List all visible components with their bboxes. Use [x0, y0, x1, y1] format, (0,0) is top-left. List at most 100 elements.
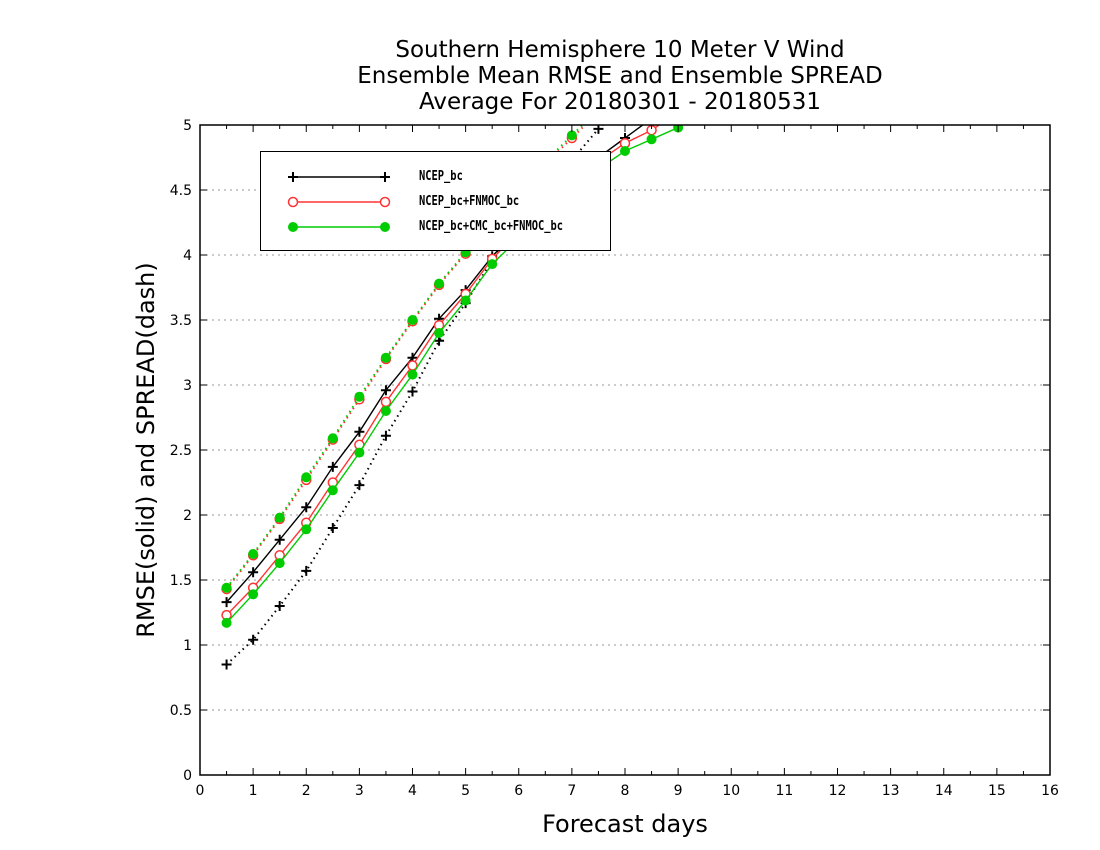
data-point-ncep-cmc-fnmoc-spread — [407, 315, 418, 325]
data-point-ncep-cmc-fnmoc-rmse — [274, 558, 285, 569]
data-point-ncep-cmc-fnmoc-spread — [434, 278, 445, 289]
data-point-ncep-bc-spread — [380, 430, 391, 441]
chart-title-line-3: Average For 20180301 - 20180531 — [418, 89, 822, 115]
x-tick-label: 5 — [461, 783, 470, 799]
x-tick-label: 9 — [674, 783, 683, 799]
x-tick-label: 16 — [1041, 783, 1059, 799]
data-point-ncep-cmc-fnmoc-spread — [647, 60, 657, 70]
data-point-ncep-bc-rmse — [380, 385, 391, 396]
data-point-ncep-fnmoc-spread — [647, 63, 656, 72]
legend-swatch-ncep-bc — [288, 172, 390, 182]
data-point-ncep-bc-spread — [726, 36, 736, 46]
data-point-ncep-cmc-fnmoc-rmse — [407, 369, 418, 380]
data-point-ncep-cmc-fnmoc-rmse — [301, 524, 312, 535]
legend-label-ncep-bc: NCEP_bc — [419, 169, 463, 184]
y-tick-label: 5 — [183, 118, 192, 134]
data-point-ncep-bc-rmse — [354, 426, 365, 437]
data-point-ncep-fnmoc-spread — [674, 45, 683, 54]
x-tick-label: 7 — [567, 783, 576, 799]
data-point-ncep-fnmoc-spread — [594, 108, 603, 117]
chart-title-line-2: Ensemble Mean RMSE and Ensemble SPREAD — [357, 63, 883, 89]
data-point-ncep-bc-rmse — [274, 534, 285, 545]
x-tick-label: 6 — [514, 783, 523, 799]
x-tick-label: 14 — [935, 783, 953, 799]
data-point-ncep-cmc-fnmoc-rmse — [221, 617, 232, 628]
legend-item-ncep-cmc-fnmoc: NCEP_bc+CMC_bc+FNMOC_bc — [261, 215, 610, 239]
y-tick-label: 0.5 — [170, 703, 192, 719]
y-tick-label: 0 — [183, 768, 192, 784]
data-point-ncep-fnmoc-rmse — [380, 396, 392, 408]
data-point-ncep-cmc-fnmoc-spread — [620, 81, 630, 91]
y-tick-label: 1 — [183, 638, 192, 654]
data-point-ncep-bc-spread — [248, 634, 259, 645]
legend-swatch-ncep-cmc-fnmoc — [288, 222, 390, 232]
grid-lines — [200, 189, 1050, 711]
data-point-ncep-cmc-fnmoc-spread — [380, 352, 391, 363]
data-point-ncep-cmc-fnmoc-spread — [726, 13, 736, 23]
series-line-ncep-fnmoc-spread — [225, 125, 587, 590]
data-point-ncep-fnmoc-rmse — [727, 82, 736, 91]
data-point-ncep-bc-spread — [407, 386, 418, 397]
data-point-ncep-cmc-fnmoc-rmse — [354, 447, 365, 458]
data-point-ncep-bc-spread — [354, 480, 365, 491]
data-point-ncep-cmc-fnmoc-rmse — [460, 295, 471, 306]
series-line-ncep-bc-rmse — [226, 125, 644, 603]
data-point-ncep-bc-spread — [700, 49, 710, 59]
data-point-ncep-cmc-fnmoc-rmse — [726, 94, 736, 104]
x-tick-label: 1 — [249, 783, 258, 799]
data-point-ncep-cmc-fnmoc-spread — [248, 549, 259, 559]
x-tick-label: 12 — [829, 783, 847, 799]
data-point-ncep-bc-spread — [673, 62, 683, 72]
data-point-ncep-bc-rmse — [327, 461, 338, 472]
x-tick-label: 11 — [775, 783, 793, 799]
y-axis-label: RMSE(solid) and SPREAD(dash) — [132, 262, 160, 638]
x-tick-label: 8 — [621, 783, 630, 799]
data-point-ncep-bc-spread — [327, 523, 338, 533]
y-tick-label: 2.5 — [170, 443, 192, 459]
data-point-ncep-bc-rmse — [248, 567, 259, 578]
data-point-ncep-fnmoc-spread — [727, 17, 736, 26]
data-point-ncep-cmc-fnmoc-rmse — [327, 485, 338, 496]
legend-item-ncep-bc: NCEP_bc — [261, 165, 610, 189]
x-tick-label: 0 — [196, 783, 205, 799]
x-tick-label: 2 — [302, 783, 311, 799]
data-point-ncep-cmc-fnmoc-rmse — [700, 107, 710, 117]
data-point-ncep-cmc-fnmoc-spread — [673, 42, 683, 52]
series-layer — [221, 13, 736, 670]
chart-title-line-1: Southern Hemisphere 10 Meter V Wind — [395, 37, 845, 63]
data-point-ncep-cmc-fnmoc-rmse — [380, 406, 391, 416]
x-axis-label: Forecast days — [542, 810, 708, 838]
legend-label-ncep-cmc-fnmoc: NCEP_bc+CMC_bc+FNMOC_bc — [419, 219, 564, 234]
x-tick-label: 3 — [355, 783, 364, 799]
data-point-ncep-bc-spread — [647, 81, 657, 91]
legend-item-ncep-fnmoc: NCEP_bc+FNMOC_bc — [261, 190, 610, 214]
data-point-ncep-bc-rmse — [221, 597, 232, 608]
y-tick-label: 3.5 — [170, 313, 192, 329]
data-point-ncep-cmc-fnmoc-spread — [301, 472, 312, 483]
data-point-ncep-cmc-fnmoc-rmse — [646, 134, 657, 145]
data-point-ncep-bc-spread — [301, 565, 312, 576]
data-point-ncep-bc-rmse — [726, 68, 736, 78]
legend: NCEP_bc NCEP_bc+FNMOC_bc NCEP_bc+CMC_bc+… — [260, 151, 611, 251]
x-tick-label: 4 — [408, 783, 417, 799]
x-tick-label: 13 — [882, 783, 900, 799]
data-point-ncep-bc-spread — [620, 101, 630, 111]
data-point-ncep-cmc-fnmoc-rmse — [248, 589, 259, 600]
y-tick-label: 2 — [183, 508, 192, 524]
data-point-ncep-bc-rmse — [673, 97, 683, 107]
data-point-ncep-bc-spread — [221, 659, 232, 670]
data-point-ncep-cmc-fnmoc-spread — [327, 433, 338, 444]
y-tick-label: 3 — [183, 378, 192, 394]
data-point-ncep-cmc-fnmoc-spread — [700, 26, 710, 36]
data-point-ncep-cmc-fnmoc-spread — [593, 104, 603, 114]
y-tick-label: 4.5 — [170, 183, 192, 199]
data-point-ncep-cmc-fnmoc-spread — [274, 512, 285, 523]
y-tick-label: 1.5 — [170, 573, 192, 589]
data-point-ncep-bc-rmse — [700, 81, 710, 91]
data-point-ncep-cmc-fnmoc-spread — [221, 582, 232, 593]
series-line-ncep-cmc-fnmoc-spread — [225, 125, 584, 589]
data-point-ncep-cmc-fnmoc-spread — [354, 391, 365, 402]
data-point-ncep-fnmoc-spread — [700, 30, 709, 39]
data-point-ncep-cmc-fnmoc-rmse — [620, 146, 630, 156]
